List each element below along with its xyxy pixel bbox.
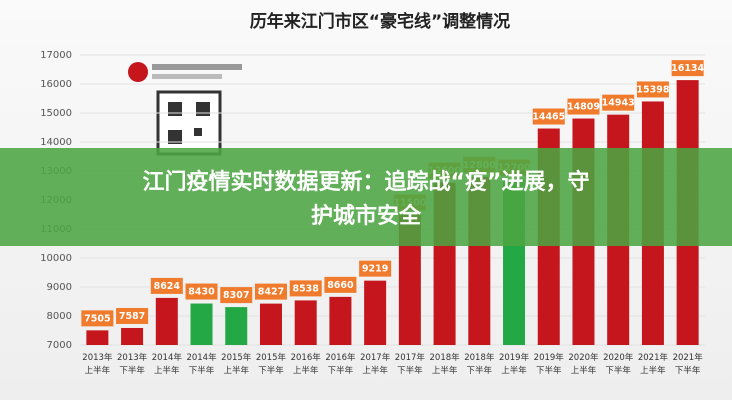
y-tick-label: 14000	[40, 137, 72, 148]
value-label-box	[220, 287, 253, 304]
value-label-box	[567, 98, 600, 115]
value-label: 8624	[154, 281, 181, 292]
banner-background	[0, 148, 732, 246]
x-tick-label: 2020年上半年	[568, 352, 599, 376]
bar	[329, 296, 352, 345]
headline: 江门疫情实时数据更新：追踪战“疫”进展，守护城市安全	[143, 169, 590, 229]
x-tick-label: 2014年上半年	[152, 352, 183, 376]
value-label: 7587	[119, 311, 145, 322]
value-label: 8660	[327, 280, 354, 291]
bar	[121, 327, 144, 345]
x-tick-label: 2019年上半年	[499, 352, 530, 376]
x-tick-label: 2019年下半年	[534, 352, 565, 376]
value-label: 14943	[602, 98, 635, 109]
value-label: 7505	[84, 313, 110, 324]
bar	[259, 303, 282, 345]
value-label: 8427	[258, 287, 284, 298]
banner: 江门疫情实时数据更新：追踪战“疫”进展，守护城市安全	[0, 148, 732, 246]
value-label-box	[150, 277, 183, 294]
value-label: 9219	[362, 264, 388, 275]
x-tick-label: 2020年下半年	[603, 352, 634, 376]
x-tick-label: 2018年下半年	[464, 352, 495, 376]
bar	[190, 303, 213, 345]
x-tick-label: 2017年上半年	[360, 352, 391, 376]
value-label-box	[81, 310, 114, 327]
y-tick-label: 7000	[47, 340, 72, 351]
x-tick-label: 2021年下半年	[673, 352, 704, 376]
value-label-box	[532, 108, 565, 125]
bar	[294, 300, 317, 345]
y-tick-label: 17000	[40, 50, 72, 61]
value-label-box	[671, 60, 704, 77]
y-tick-label: 16000	[40, 79, 72, 90]
value-label: 14465	[532, 112, 565, 123]
x-tick-label: 2014年下半年	[186, 352, 217, 376]
value-label: 14809	[567, 102, 600, 113]
x-tick-label: 2013年下半年	[117, 352, 148, 376]
value-label-box	[116, 307, 149, 324]
x-tick-label: 2016年下半年	[325, 352, 356, 376]
bar	[86, 330, 109, 345]
x-tick-label: 2013年上半年	[82, 352, 113, 376]
chart-title: 历年来江门市区“豪宅线”调整情况	[250, 11, 510, 32]
x-tick-label: 2018年上半年	[430, 352, 461, 376]
bar	[155, 297, 178, 345]
x-tick-label: 2021年上半年	[638, 352, 669, 376]
y-tick-label: 15000	[40, 108, 72, 119]
value-label: 8430	[188, 287, 215, 298]
x-tick-label: 2015年下半年	[256, 352, 287, 376]
value-label: 8307	[223, 290, 249, 301]
x-tick-label: 2017年下半年	[395, 352, 426, 376]
value-label: 16134	[671, 63, 704, 74]
y-tick-label: 9000	[47, 282, 72, 293]
value-label-box	[602, 94, 635, 111]
y-tick-label: 8000	[47, 311, 72, 322]
value-label-box	[359, 260, 392, 277]
bar	[225, 307, 248, 345]
value-label: 15398	[636, 84, 669, 95]
value-label: 8538	[292, 283, 319, 294]
x-tick-label: 2015年上半年	[221, 352, 252, 376]
value-label-box	[185, 283, 218, 300]
x-tick-label: 2016年上半年	[291, 352, 322, 376]
value-label-box	[324, 276, 357, 293]
value-label-box	[289, 280, 322, 297]
bar	[398, 214, 421, 345]
y-tick-label: 10000	[40, 253, 72, 264]
bar	[364, 280, 387, 345]
value-label-box	[636, 81, 669, 98]
value-label-box	[254, 283, 287, 300]
